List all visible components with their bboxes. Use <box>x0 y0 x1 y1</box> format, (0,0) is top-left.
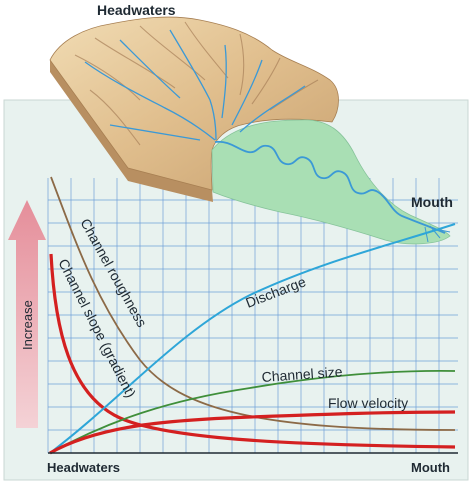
increase-label: Increase <box>20 300 35 350</box>
channel-roughness-curve <box>50 176 456 431</box>
flow-velocity-curve <box>49 410 456 455</box>
channel-size-label: Channel size <box>261 363 343 385</box>
terrain-side <box>50 60 213 202</box>
flow-velocity-label: Flow velocity <box>328 395 408 411</box>
terrain-ridges <box>74 21 319 146</box>
channel-size-curve <box>49 369 456 454</box>
axis-headwaters-label: Headwaters <box>47 460 120 475</box>
tributaries <box>84 29 306 141</box>
terrain-surface <box>49 16 339 191</box>
increase-arrow <box>8 200 46 428</box>
channel-slope-curve <box>49 253 456 449</box>
main-river <box>214 140 446 234</box>
axis-mouth-label: Mouth <box>411 460 450 475</box>
headwaters-top-label: Headwaters <box>97 2 176 18</box>
floodplain <box>211 119 451 245</box>
curves <box>49 176 456 455</box>
discharge-curve <box>49 223 456 454</box>
landscape-block <box>49 16 451 245</box>
mouth-top-label: Mouth <box>411 194 453 210</box>
